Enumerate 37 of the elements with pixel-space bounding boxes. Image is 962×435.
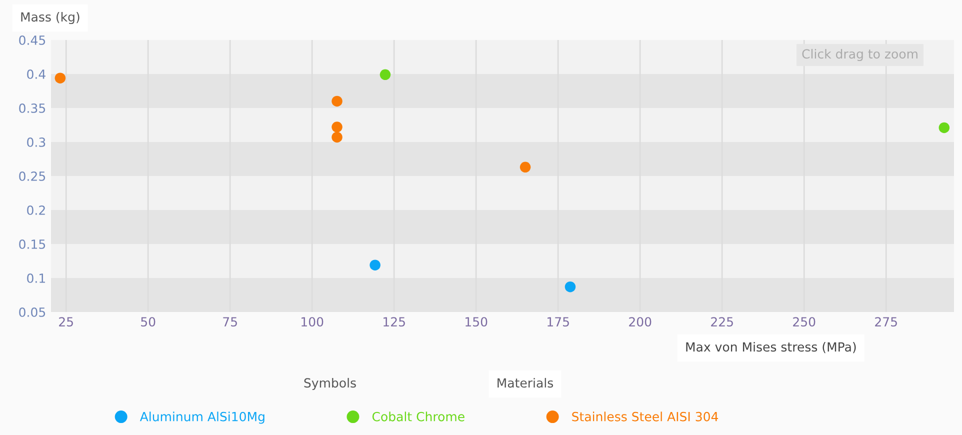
y-tick-label: 0.25 bbox=[19, 171, 46, 181]
y-axis-title: Mass (kg) bbox=[21, 12, 80, 24]
x-axis-title: Max von Mises stress (MPa) bbox=[686, 342, 856, 354]
point bbox=[54, 72, 66, 84]
x-tick-label: 175 bbox=[548, 317, 569, 327]
x-tick-label: 275 bbox=[875, 317, 897, 327]
legend-label: Cobalt Chrome bbox=[372, 412, 464, 422]
y-tick-label: 0.2 bbox=[27, 205, 45, 215]
x-tick-label: 150 bbox=[466, 317, 488, 327]
text: Symbols bbox=[304, 378, 356, 390]
y-tick-label: 0.15 bbox=[19, 239, 46, 249]
x-tick-label: 125 bbox=[384, 317, 405, 327]
x-tick-label: 25 bbox=[59, 317, 73, 327]
x-tick-label: 50 bbox=[141, 317, 156, 327]
point bbox=[938, 122, 950, 134]
point bbox=[332, 122, 342, 132]
point bbox=[370, 260, 380, 270]
y-tick-label: 0.1 bbox=[27, 273, 45, 283]
x-tick-label: 100 bbox=[302, 317, 324, 327]
y-tick-label: 0.4 bbox=[27, 69, 46, 79]
legend-label: Aluminum AlSi10Mg bbox=[140, 412, 264, 424]
y-tick-label: 0.35 bbox=[19, 103, 46, 113]
legend-label: Stainless Steel AISI 304 bbox=[572, 412, 718, 422]
annotation: Click drag to zoom bbox=[802, 48, 918, 62]
x-tick-label: 75 bbox=[223, 317, 237, 327]
point bbox=[332, 132, 342, 143]
x-tick-label: 250 bbox=[793, 317, 816, 327]
point bbox=[380, 69, 391, 80]
y-tick-label: 0.3 bbox=[27, 137, 46, 147]
point bbox=[520, 162, 531, 173]
y-tick-label: 0.45 bbox=[19, 35, 46, 45]
x-tick-label: 225 bbox=[711, 317, 733, 327]
point bbox=[332, 96, 342, 107]
x-tick-label: 200 bbox=[629, 317, 652, 327]
text: Materials bbox=[498, 378, 554, 388]
y-tick-label: 0.05 bbox=[19, 307, 46, 317]
point bbox=[564, 281, 576, 292]
